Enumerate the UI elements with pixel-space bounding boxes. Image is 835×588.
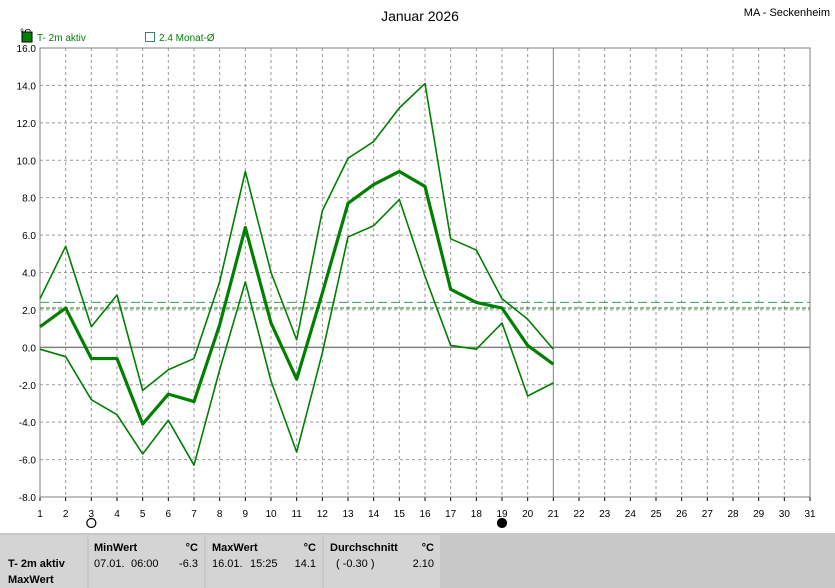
x-tick-label: 27 bbox=[702, 509, 714, 520]
reference-lines bbox=[40, 301, 810, 309]
x-tick-label: 15 bbox=[394, 509, 406, 520]
x-tick-label: 30 bbox=[779, 509, 791, 520]
moon-phases bbox=[86, 517, 508, 529]
grid bbox=[40, 48, 810, 497]
series-lines bbox=[39, 82, 555, 466]
x-tick-label: 9 bbox=[243, 509, 249, 520]
min-temperature-line bbox=[39, 198, 554, 466]
x-tick-label: 24 bbox=[625, 509, 637, 520]
average-header: Durchschnitt bbox=[330, 542, 398, 554]
x-tick-label: 11 bbox=[291, 509, 302, 520]
x-tick-label: 13 bbox=[342, 509, 354, 520]
average-deviation: ( -0.30 ) bbox=[336, 558, 375, 570]
mean-temperature-line bbox=[39, 169, 555, 426]
x-tick-label: 6 bbox=[166, 509, 172, 520]
y-tick-label: 8.0 bbox=[22, 194, 36, 205]
y-tick-label: 0.0 bbox=[22, 343, 36, 354]
new-moon-icon bbox=[496, 517, 508, 529]
max-temperature-line bbox=[39, 82, 554, 392]
x-tick-label: 16 bbox=[419, 509, 431, 520]
x-tick-label: 1 bbox=[37, 509, 43, 520]
min-time: 06:00 bbox=[131, 558, 159, 570]
y-tick-label: 14.0 bbox=[17, 81, 37, 92]
chart-title: Januar 2026 bbox=[381, 8, 459, 24]
y-tick-label: 10.0 bbox=[17, 156, 37, 167]
legend-series-label: T- 2m aktiv bbox=[37, 33, 86, 44]
tick-labels: 16.0 14.0 12.0 10.0 8.0 6.0 4.0 2.0 0.0 -2.0 -4.0 -… bbox=[17, 44, 816, 520]
x-tick-label: 26 bbox=[676, 509, 688, 520]
y-tick-label: -2.0 bbox=[19, 381, 37, 392]
axes bbox=[39, 47, 811, 501]
x-tick-label: 29 bbox=[753, 509, 765, 520]
y-tick-label: -4.0 bbox=[19, 418, 37, 429]
x-tick-label: 2 bbox=[63, 509, 69, 520]
stats-row-label: T- 2m aktiv bbox=[8, 558, 65, 570]
x-tick-label: 31 bbox=[804, 509, 816, 520]
y-tick-label: 6.0 bbox=[22, 231, 36, 242]
min-unit: °C bbox=[185, 542, 198, 554]
y-tick-label: 4.0 bbox=[22, 269, 36, 280]
station-name: MA - Seckenheim bbox=[744, 7, 830, 19]
max-header: MaxWert bbox=[212, 542, 258, 554]
x-tick-label: 20 bbox=[522, 509, 534, 520]
x-tick-label: 21 bbox=[548, 509, 560, 520]
average-value: 2.10 bbox=[412, 558, 434, 570]
max-value: 14.1 bbox=[294, 558, 316, 570]
min-header: MinWert bbox=[94, 542, 138, 554]
stats-row-sublabel: MaxWert bbox=[8, 574, 54, 586]
max-time: 15:25 bbox=[250, 558, 278, 570]
average-unit: °C bbox=[421, 542, 434, 554]
y-tick-label: 12.0 bbox=[17, 119, 37, 130]
x-tick-label: 28 bbox=[727, 509, 739, 520]
x-tick-label: 10 bbox=[265, 509, 277, 520]
stats-label-cell: T- 2m aktiv MaxWert bbox=[0, 535, 87, 588]
x-tick-label: 22 bbox=[573, 509, 585, 520]
x-tick-label: 19 bbox=[496, 509, 508, 520]
x-tick-label: 7 bbox=[191, 509, 197, 520]
x-tick-label: 17 bbox=[445, 509, 457, 520]
stats-max-cell: MaxWert °C 16.01. 15:25 14.1 bbox=[206, 535, 322, 588]
x-tick-label: 18 bbox=[471, 509, 483, 520]
x-tick-label: 4 bbox=[114, 509, 120, 520]
legend-average-label: 2.4 Monat-Ø bbox=[159, 33, 215, 44]
legend-series-swatch-icon bbox=[21, 31, 33, 43]
x-tick-label: 23 bbox=[599, 509, 611, 520]
max-date: 16.01. bbox=[212, 558, 243, 570]
x-tick-label: 5 bbox=[140, 509, 146, 520]
y-tick-label: 16.0 bbox=[17, 44, 37, 55]
x-tick-label: 8 bbox=[217, 509, 223, 520]
y-tick-label: 2.0 bbox=[22, 306, 36, 317]
stats-average-cell: Durchschnitt °C ( -0.30 ) 2.10 bbox=[324, 535, 440, 588]
max-unit: °C bbox=[303, 542, 316, 554]
x-tick-label: 14 bbox=[368, 509, 380, 520]
min-date: 07.01. bbox=[94, 558, 125, 570]
x-tick-label: 25 bbox=[650, 509, 662, 520]
x-tick-label: 12 bbox=[317, 509, 329, 520]
min-value: -6.3 bbox=[179, 558, 198, 570]
x-tick-label: 3 bbox=[89, 509, 95, 520]
plot-frame bbox=[39, 47, 811, 498]
temperature-chart: Januar 2026 MA - Seckenheim °C T- 2m akt… bbox=[17, 7, 830, 529]
legend-average-swatch-icon bbox=[145, 32, 155, 42]
stats-footer: T- 2m aktiv MaxWert MinWert °C 07.01. 06… bbox=[0, 533, 835, 588]
stats-min-cell: MinWert °C 07.01. 06:00 -6.3 bbox=[89, 535, 204, 588]
y-tick-label: -8.0 bbox=[19, 493, 37, 504]
y-tick-label: -6.0 bbox=[19, 456, 37, 467]
full-moon-icon bbox=[86, 517, 97, 529]
